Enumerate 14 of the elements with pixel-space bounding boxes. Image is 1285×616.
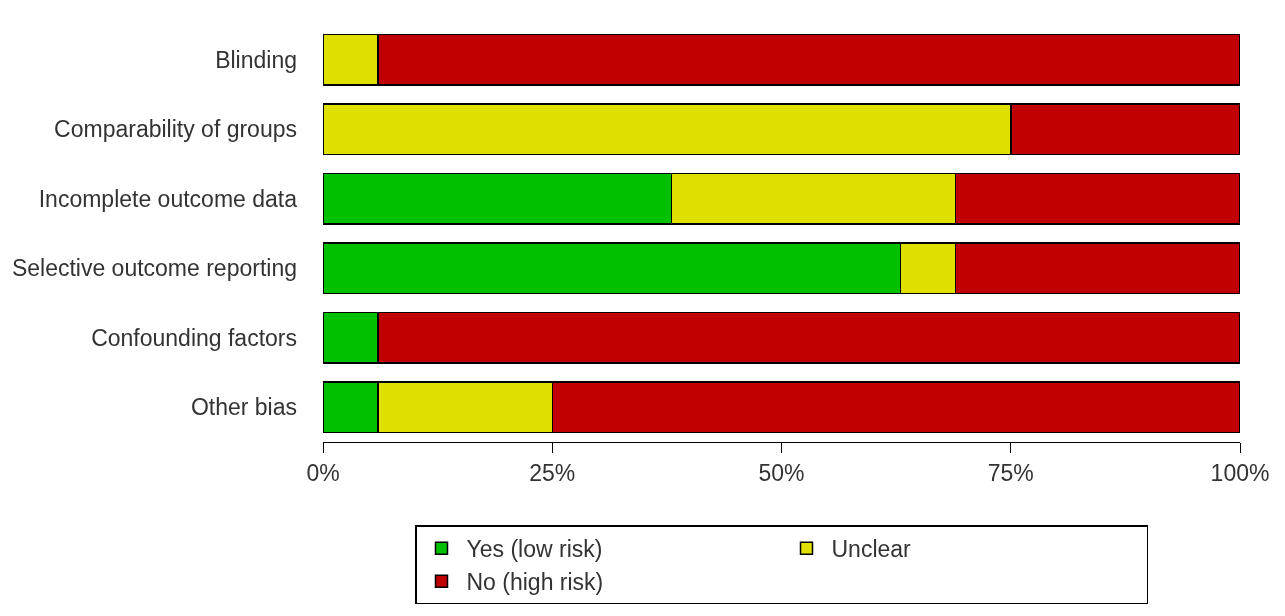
x-tick-label: 100% xyxy=(1210,459,1270,486)
legend-label: Unclear xyxy=(831,536,912,563)
y-tick-label: Blinding xyxy=(215,46,297,73)
x-tick-label: 75% xyxy=(987,459,1034,486)
y-tick-label: Selective outcome reporting xyxy=(11,255,297,282)
legend-label: Yes (low risk) xyxy=(466,536,603,563)
x-tick-label: 25% xyxy=(529,459,576,486)
y-tick-label: Comparability of groups xyxy=(54,116,297,143)
y-tick-label: Incomplete outcome data xyxy=(38,185,298,212)
y-tick-label: Confounding factors xyxy=(91,324,297,351)
legend-label: No (high risk) xyxy=(466,569,604,596)
x-tick-label: 50% xyxy=(758,459,805,486)
x-tick-label: 0% xyxy=(306,459,340,486)
y-tick-label: Other bias xyxy=(190,394,297,421)
